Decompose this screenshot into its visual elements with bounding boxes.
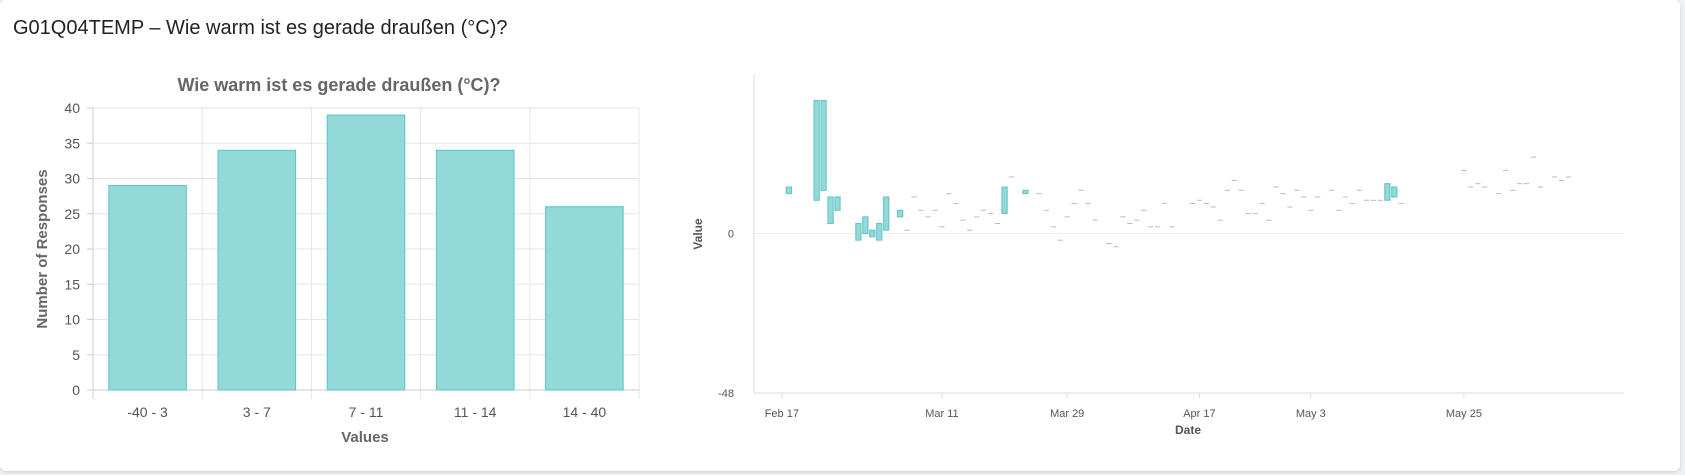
candlestick-x-tick-label: Mar 29 bbox=[1050, 408, 1084, 420]
candle[interactable] bbox=[883, 196, 890, 231]
bar-x-tick-label: 14 - 40 bbox=[563, 404, 607, 420]
candle[interactable] bbox=[834, 196, 841, 211]
bar-y-tick-label: 40 bbox=[64, 100, 80, 116]
candle[interactable] bbox=[785, 186, 792, 195]
bar-chart-bars bbox=[108, 114, 624, 391]
bar[interactable] bbox=[108, 185, 187, 391]
candlestick-x-tick-label: Mar 11 bbox=[925, 408, 958, 420]
bar-y-tick-label: 20 bbox=[64, 241, 80, 257]
bar-y-tick-label: 10 bbox=[64, 312, 80, 328]
bar-x-tick-label: 7 - 11 bbox=[349, 404, 384, 420]
bar-y-tick-label: 0 bbox=[72, 382, 80, 398]
candlestick-x-tick-label: Feb 17 bbox=[765, 408, 799, 420]
candle[interactable] bbox=[1001, 186, 1008, 215]
candlestick-chart-axes bbox=[753, 74, 1624, 394]
bar-x-tick-label: 11 - 14 bbox=[454, 404, 497, 420]
bar-chart: Wie warm ist es gerade draußen (°C)? 0 5 1… bbox=[34, 75, 640, 446]
bar[interactable] bbox=[545, 206, 624, 391]
bar-y-tick-label: 25 bbox=[64, 206, 80, 222]
candlestick-y-tick-label: -48 bbox=[718, 388, 734, 400]
candlestick-y-tick-label: 0 bbox=[728, 229, 734, 241]
candlestick-chart-y-ticks: 0 -48 bbox=[718, 229, 734, 401]
bar-chart-x-ticks: -40 - 3 3 - 7 7 - 11 11 - 14 14 - 40 bbox=[127, 404, 606, 420]
bar-x-tick-label: 3 - 7 bbox=[243, 404, 271, 420]
bar-x-tick-label: -40 - 3 bbox=[127, 404, 168, 420]
bar-y-tick-label: 35 bbox=[64, 135, 80, 151]
bar[interactable] bbox=[435, 149, 515, 391]
candlestick-chart-y-axis-label: Value bbox=[691, 218, 705, 250]
bar-y-tick-label: 30 bbox=[64, 171, 80, 187]
candlestick-x-tick-label: Apr 17 bbox=[1183, 408, 1215, 420]
bar-chart-title: Wie warm ist es gerade draußen (°C)? bbox=[177, 75, 500, 95]
candlestick-chart-x-ticks: Feb 17 Mar 11 Mar 29 Apr 17 May 3 May 25 bbox=[765, 393, 1482, 420]
candle[interactable] bbox=[876, 223, 883, 241]
bar-y-tick-label: 5 bbox=[72, 347, 80, 363]
bar-y-tick-label: 15 bbox=[64, 276, 80, 292]
candle[interactable] bbox=[855, 223, 862, 241]
candle[interactable] bbox=[813, 100, 820, 201]
page-title: G01Q04TEMP – Wie warm ist es gerade drau… bbox=[13, 17, 508, 39]
candlestick-x-tick-label: May 25 bbox=[1446, 408, 1482, 420]
candlestick-chart-candles bbox=[785, 100, 1571, 248]
candle[interactable] bbox=[1391, 186, 1398, 198]
candle[interactable] bbox=[1384, 183, 1391, 201]
bar[interactable] bbox=[217, 149, 297, 391]
bar-chart-y-axis-label: Number of Responses bbox=[34, 169, 51, 328]
candle[interactable] bbox=[1022, 189, 1029, 195]
candlestick-chart-x-axis-label: Date bbox=[1175, 423, 1201, 437]
bar[interactable] bbox=[326, 114, 406, 391]
bar-chart-y-ticks: 0 5 10 15 20 25 30 35 40 bbox=[64, 100, 93, 398]
candle[interactable] bbox=[862, 216, 869, 235]
candle[interactable] bbox=[820, 100, 827, 191]
candlestick-x-tick-label: May 3 bbox=[1296, 408, 1326, 420]
bar-chart-x-axis-label: Values bbox=[341, 429, 389, 446]
candle[interactable] bbox=[869, 229, 876, 238]
candle[interactable] bbox=[897, 209, 904, 218]
candle[interactable] bbox=[827, 196, 834, 225]
